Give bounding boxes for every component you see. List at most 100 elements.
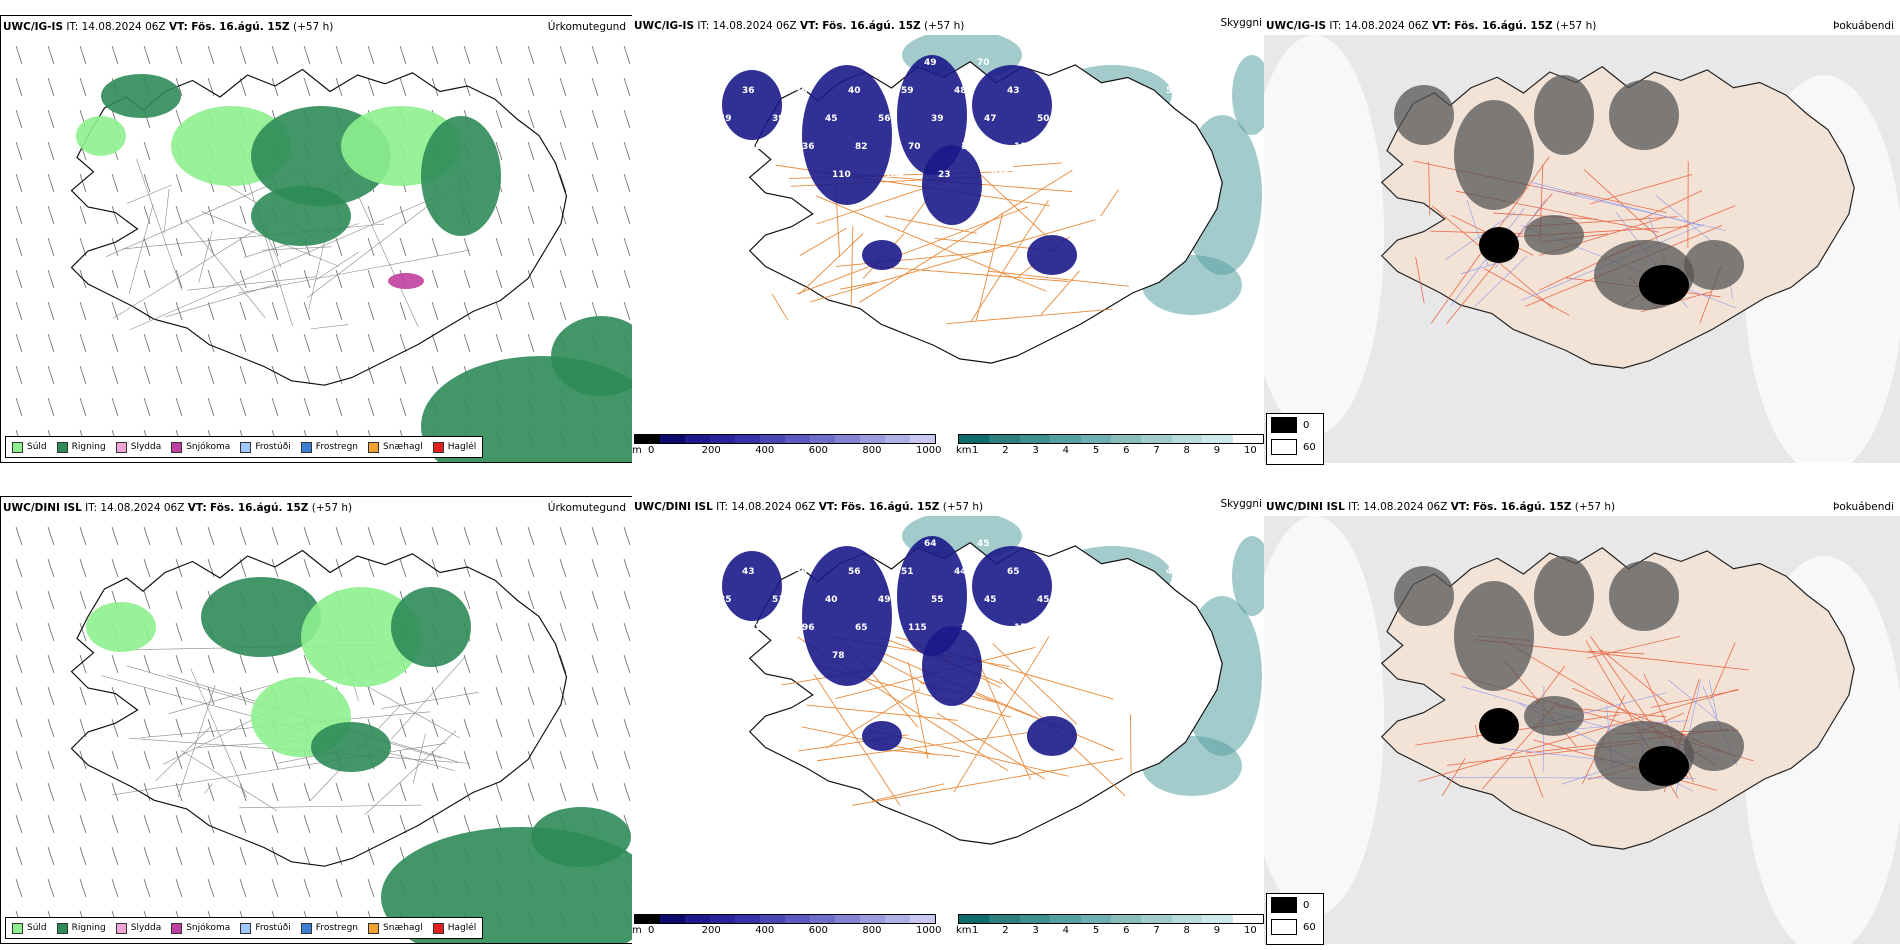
wind-barb	[304, 366, 310, 384]
wind-barb	[528, 559, 534, 577]
wind-barb	[624, 719, 630, 737]
wind-barb	[48, 46, 54, 64]
wind-barb	[464, 334, 470, 352]
low-cloud-area	[972, 65, 1052, 145]
cloud-base-label: 124	[749, 623, 768, 633]
colorbar-tick: 200	[702, 925, 721, 936]
cloud-base-label: 85	[1083, 539, 1096, 549]
legend-swatch	[433, 442, 444, 453]
panel-header: UWC/IG-IS IT: 14.08.2024 06Z VT: Fös. 16…	[634, 20, 964, 32]
cloud-base-label: 60	[1090, 595, 1103, 605]
wind-barb	[304, 302, 310, 320]
cloud-base-label: 82	[855, 142, 868, 152]
legend-item: Haglél	[433, 923, 477, 934]
colorbar-tick: 4	[1063, 925, 1069, 936]
precip-type-panel-bottom: UWC/DINI ISL IT: 14.08.2024 06Z VT: Fös.…	[0, 496, 633, 944]
colorbar-tick: 400	[755, 925, 774, 936]
legend-item: Súld	[12, 923, 47, 934]
wind-barb	[336, 46, 342, 64]
dense-fog-area	[1479, 227, 1519, 263]
wind-barb	[432, 751, 438, 769]
legend-item: Slydda	[116, 923, 161, 934]
wind-barb	[400, 815, 406, 833]
wind-barb	[16, 559, 22, 577]
wind-barb	[80, 206, 86, 224]
cloud-base-label: 854	[1173, 623, 1192, 633]
panel-header: UWC/IG-IS IT: 14.08.2024 06Z VT: Fös. 16…	[1266, 20, 1596, 32]
fog-legend-bottom: 0 60	[1266, 893, 1324, 945]
wind-barb	[16, 366, 22, 384]
wind-barb	[176, 527, 182, 545]
colorbar-tick: 400	[755, 445, 774, 456]
wind-barb	[208, 398, 214, 416]
wind-barb	[464, 46, 470, 64]
colorbar-tick: 200	[702, 445, 721, 456]
fog-area	[1609, 561, 1679, 631]
cloud-base-colorbar-top: m 0 200 400 600 800 1000	[634, 434, 936, 456]
panel-header: UWC/IG-IS IT: 14.08.2024 06Z VT: Fös. 16…	[3, 21, 333, 33]
wind-barb	[144, 879, 150, 897]
panel-title: Skyggni	[1221, 17, 1263, 29]
wind-barb	[80, 879, 86, 897]
legend-item: Frostregn	[301, 923, 358, 934]
cloud-base-label: 70	[977, 58, 990, 68]
wind-barb	[400, 751, 406, 769]
wind-barb	[80, 559, 86, 577]
wind-barb	[304, 270, 310, 288]
wind-barb	[336, 527, 342, 545]
cloud-map: 49 43 45 44 64 45 43 85 87 4643 39 56 51 44 65 46 39 4135…	[632, 516, 1264, 916]
wind-barb	[336, 238, 342, 256]
legend-swatch	[368, 923, 379, 934]
cloud-base-label: 36	[802, 142, 815, 152]
wind-barb	[48, 302, 54, 320]
cloud-base-label: 57	[1166, 86, 1179, 96]
wind-barb	[592, 270, 598, 288]
wind-barb	[48, 783, 54, 801]
wind-barb	[112, 751, 118, 769]
wind-barb	[400, 238, 406, 256]
wind-barb	[80, 591, 86, 609]
wind-barb	[176, 206, 182, 224]
wind-barb	[144, 366, 150, 384]
wind-barb	[496, 302, 502, 320]
wind-barb	[496, 623, 502, 641]
wind-barb	[144, 687, 150, 705]
panel-header: UWC/DINI ISL IT: 14.08.2024 06Z VT: Fös.…	[634, 501, 983, 513]
cloud-base-label: 53	[1030, 58, 1043, 68]
cloud-base-label: 434	[726, 651, 745, 661]
wind-barb	[48, 174, 54, 192]
wind-barb	[16, 398, 22, 416]
cloud-base-label: 49	[719, 114, 732, 124]
wind-barb	[272, 527, 278, 545]
wind-barb	[464, 751, 470, 769]
cloud-base-label: 60	[1097, 170, 1110, 180]
legend-item: Snjókoma	[171, 923, 230, 934]
wind-barb	[560, 719, 566, 737]
wind-barb	[112, 687, 118, 705]
cloud-base-label: 48	[954, 86, 967, 96]
cloud-base-label: 70	[908, 142, 921, 152]
wind-barb	[240, 527, 246, 545]
wind-barb	[400, 78, 406, 96]
wind-barb	[496, 527, 502, 545]
wind-barb	[240, 687, 246, 705]
wind-barb	[304, 847, 310, 865]
wind-barb	[528, 142, 534, 160]
fog-area	[1394, 85, 1454, 145]
cloud-base-label: 87	[1136, 539, 1149, 549]
wind-barb	[432, 46, 438, 64]
wind-barb	[400, 366, 406, 384]
wind-barb	[304, 398, 310, 416]
cloud-base-label: 40	[825, 595, 838, 605]
wind-barb	[400, 559, 406, 577]
wind-barb	[592, 655, 598, 673]
wind-barb	[208, 655, 214, 673]
cloud-base-label: 65	[855, 623, 868, 633]
wind-barb	[16, 302, 22, 320]
wind-barb	[336, 398, 342, 416]
cloud-base-label: 45	[818, 539, 831, 549]
precip-area	[86, 602, 156, 652]
wind-barb	[48, 751, 54, 769]
wind-barb	[240, 655, 246, 673]
wind-barb	[240, 270, 246, 288]
